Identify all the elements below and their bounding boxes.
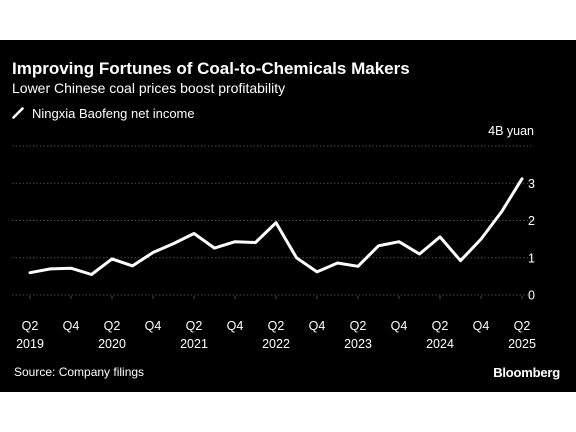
legend: Ningxia Baofeng net income <box>12 104 195 122</box>
x-tick-label: Q2 <box>186 319 203 333</box>
chart-card: Improving Fortunes of Coal-to-Chemicals … <box>0 40 576 392</box>
x-year-label: 2022 <box>262 337 290 351</box>
line-chart: 0 1 2 3 4B yuan Q2 2019 Q4 Q2 2020 Q4 Q2 2021 Q4 Q2 202… <box>12 124 536 351</box>
x-tick-label: Q2 <box>22 319 39 333</box>
x-year-label: 2023 <box>344 337 372 351</box>
x-tick-label: Q4 <box>309 319 326 333</box>
y-unit-label: 4B yuan <box>488 124 534 138</box>
x-tick-label: Q4 <box>227 319 244 333</box>
x-year-label: 2024 <box>426 337 454 351</box>
x-year-label: 2025 <box>508 337 536 351</box>
x-tick-label: Q2 <box>350 319 367 333</box>
x-tick-label: Q4 <box>391 319 408 333</box>
y-tick-label: 3 <box>528 177 535 191</box>
legend-line-icon <box>12 107 24 119</box>
x-year-label: 2020 <box>98 337 126 351</box>
source-note: Source: Company filings <box>14 365 145 379</box>
x-tick-label: Q2 <box>514 319 531 333</box>
x-tick-label: Q2 <box>268 319 285 333</box>
x-tick-label: Q4 <box>145 319 162 333</box>
x-year-label: 2019 <box>16 337 44 351</box>
chart-subtitle: Lower Chinese coal prices boost profitab… <box>12 80 286 96</box>
legend-label: Ningxia Baofeng net income <box>32 105 195 121</box>
x-tick-label: Q2 <box>104 319 121 333</box>
x-tick-label: Q2 <box>432 319 449 333</box>
y-tick-label: 2 <box>528 214 535 228</box>
x-year-label: 2021 <box>180 337 208 351</box>
series-line-0 <box>28 177 524 276</box>
x-tick-label: Q4 <box>63 319 80 333</box>
chart-title: Improving Fortunes of Coal-to-Chemicals … <box>12 59 410 78</box>
y-tick-label: 0 <box>528 289 535 303</box>
bloomberg-logo: Bloomberg <box>493 365 560 380</box>
y-tick-label: 1 <box>528 251 535 265</box>
x-tick-label: Q4 <box>473 319 490 333</box>
